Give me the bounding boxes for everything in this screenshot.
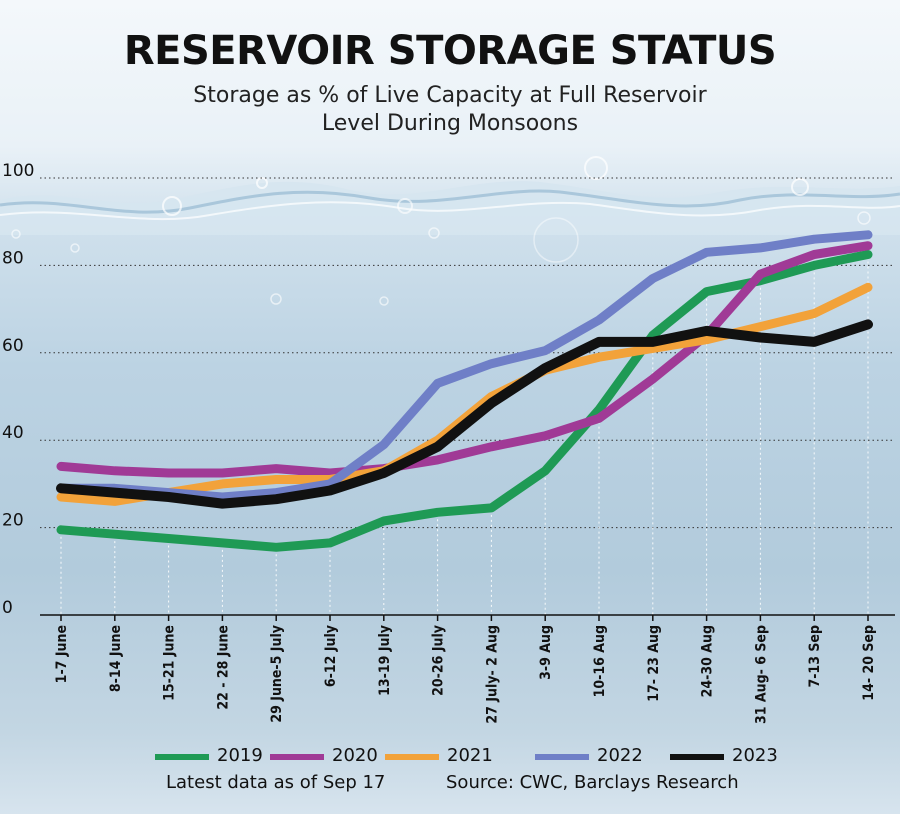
chart-title: RESERVOIR STORAGE STATUS [123, 28, 777, 74]
chart-subtitle-line-1: Storage as % of Live Capacity at Full Re… [193, 83, 707, 108]
x-tick-label-3: 22 - 28 June [215, 625, 231, 710]
series-line-2023 [56, 319, 873, 509]
legend-swatch-2022 [535, 754, 589, 760]
y-tick-label-80: 80 [2, 248, 24, 268]
legend-swatch-2023 [670, 754, 724, 760]
y-tick-label-40: 40 [2, 423, 24, 443]
x-tick-label-11: 17- 23 Aug [646, 625, 662, 702]
legend-label-2020: 2020 [332, 745, 378, 766]
chart-subtitle-line-2: Level During Monsoons [321, 111, 579, 136]
footnote-source: Source: CWC, Barclays Research [446, 772, 739, 793]
footnote-date: Latest data as of Sep 17 [166, 772, 386, 793]
x-tick-label-12: 24-30 Aug [700, 625, 716, 697]
series-line-2022 [56, 230, 873, 502]
y-tick-label-60: 60 [2, 336, 24, 356]
legend-swatch-2020 [270, 754, 324, 760]
x-tick-label-6: 13-19 July [377, 625, 393, 696]
x-tick-label-0: 1-7 June [54, 625, 70, 683]
series-line-2019 [56, 250, 873, 552]
x-tick-label-9: 3-9 Aug [538, 625, 554, 680]
y-tick-label-0: 0 [2, 598, 13, 618]
x-tick-label-10: 10-16 Aug [592, 625, 608, 697]
series-lines [56, 230, 873, 552]
legend-swatch-2021 [385, 754, 439, 760]
water-surface-decoration [0, 156, 900, 306]
legend-swatch-2019 [155, 754, 209, 760]
legend-label-2023: 2023 [732, 745, 778, 766]
x-tick-label-2: 15-21 June [162, 625, 178, 701]
axes: 0 20 40 60 80 100 1-7 June 8-14 June 15-21 June 2… [2, 161, 895, 724]
x-tick-label-15: 14- 20 Sep [861, 625, 877, 701]
x-tick-label-1: 8-14 June [108, 625, 124, 692]
legend: 2019 2020 2021 2022 2023 [0, 744, 900, 768]
legend-label-2022: 2022 [597, 745, 643, 766]
y-tick-label-20: 20 [2, 511, 24, 531]
legend-label-2019: 2019 [217, 745, 263, 766]
x-tick-label-14: 7-13 Sep [807, 625, 823, 688]
legend-label-2021: 2021 [447, 745, 493, 766]
x-tick-label-8: 27 July- 2 Aug [484, 625, 500, 724]
y-tick-label-100: 100 [2, 161, 34, 181]
x-tick-label-13: 31 Aug- 6 Sep [753, 625, 769, 724]
x-tick-label-5: 6-12 July [323, 625, 339, 687]
series-line-2020 [56, 241, 873, 478]
x-tick-label-7: 20-26 July [431, 625, 447, 696]
x-tick-label-4: 29 June-5 July [269, 625, 285, 723]
gridlines [40, 177, 895, 615]
chart-subtitle: Storage as % of Live Capacity at Full Re… [150, 82, 750, 138]
